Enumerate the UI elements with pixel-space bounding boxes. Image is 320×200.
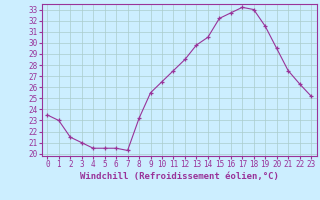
X-axis label: Windchill (Refroidissement éolien,°C): Windchill (Refroidissement éolien,°C): [80, 172, 279, 181]
